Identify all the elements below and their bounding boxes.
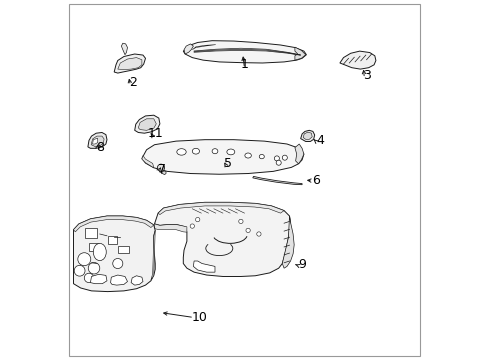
Polygon shape (193, 261, 215, 272)
Circle shape (245, 228, 250, 233)
Text: 1: 1 (240, 58, 248, 71)
Ellipse shape (192, 148, 199, 154)
Circle shape (276, 160, 281, 165)
Circle shape (113, 258, 122, 269)
Bar (107, 236, 117, 244)
Circle shape (78, 253, 91, 266)
Polygon shape (88, 132, 107, 148)
Polygon shape (282, 216, 294, 268)
Polygon shape (151, 230, 155, 280)
Polygon shape (162, 171, 166, 175)
Bar (89, 243, 99, 251)
Text: 10: 10 (191, 311, 207, 324)
Text: 7: 7 (157, 163, 165, 176)
Circle shape (274, 156, 279, 161)
Polygon shape (142, 140, 303, 174)
Polygon shape (303, 132, 311, 139)
Polygon shape (114, 54, 145, 73)
Polygon shape (110, 275, 127, 285)
Polygon shape (73, 216, 155, 292)
Bar (118, 246, 128, 253)
Polygon shape (138, 119, 156, 130)
Circle shape (195, 217, 200, 222)
Polygon shape (142, 156, 153, 168)
Polygon shape (158, 202, 284, 215)
Polygon shape (294, 144, 303, 164)
Ellipse shape (177, 149, 186, 155)
Polygon shape (90, 274, 107, 284)
Polygon shape (192, 45, 215, 50)
Polygon shape (154, 202, 290, 276)
Ellipse shape (93, 243, 106, 261)
Circle shape (190, 224, 194, 228)
Bar (85, 228, 97, 238)
Polygon shape (300, 130, 314, 141)
Circle shape (157, 164, 164, 171)
Text: 3: 3 (362, 69, 370, 82)
Circle shape (74, 265, 85, 276)
Text: 8: 8 (96, 141, 103, 154)
Text: 2: 2 (129, 76, 137, 89)
Polygon shape (339, 51, 375, 69)
Text: 6: 6 (312, 174, 320, 187)
Circle shape (282, 155, 287, 160)
Polygon shape (73, 216, 153, 232)
Text: 9: 9 (298, 258, 305, 271)
Circle shape (88, 262, 100, 274)
Polygon shape (134, 115, 160, 133)
Polygon shape (183, 44, 193, 54)
Circle shape (84, 273, 94, 283)
Text: 11: 11 (147, 127, 163, 140)
Ellipse shape (212, 149, 218, 154)
Polygon shape (92, 138, 98, 144)
Polygon shape (154, 224, 186, 232)
Ellipse shape (244, 153, 251, 158)
Polygon shape (118, 58, 142, 69)
Polygon shape (252, 176, 302, 185)
Polygon shape (131, 276, 142, 285)
Circle shape (238, 219, 243, 224)
Text: 4: 4 (316, 134, 324, 147)
Ellipse shape (226, 149, 234, 155)
Ellipse shape (259, 154, 264, 159)
Polygon shape (294, 47, 305, 60)
Polygon shape (91, 136, 104, 147)
Polygon shape (183, 41, 306, 63)
Text: 5: 5 (224, 157, 232, 170)
Circle shape (256, 232, 261, 236)
Polygon shape (121, 43, 127, 55)
